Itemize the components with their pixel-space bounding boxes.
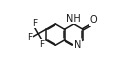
Text: F: F (27, 33, 32, 42)
Text: F: F (32, 19, 37, 28)
Text: O: O (90, 15, 98, 25)
Text: NH: NH (66, 14, 81, 24)
Text: N: N (74, 40, 81, 50)
Text: F: F (39, 40, 44, 49)
